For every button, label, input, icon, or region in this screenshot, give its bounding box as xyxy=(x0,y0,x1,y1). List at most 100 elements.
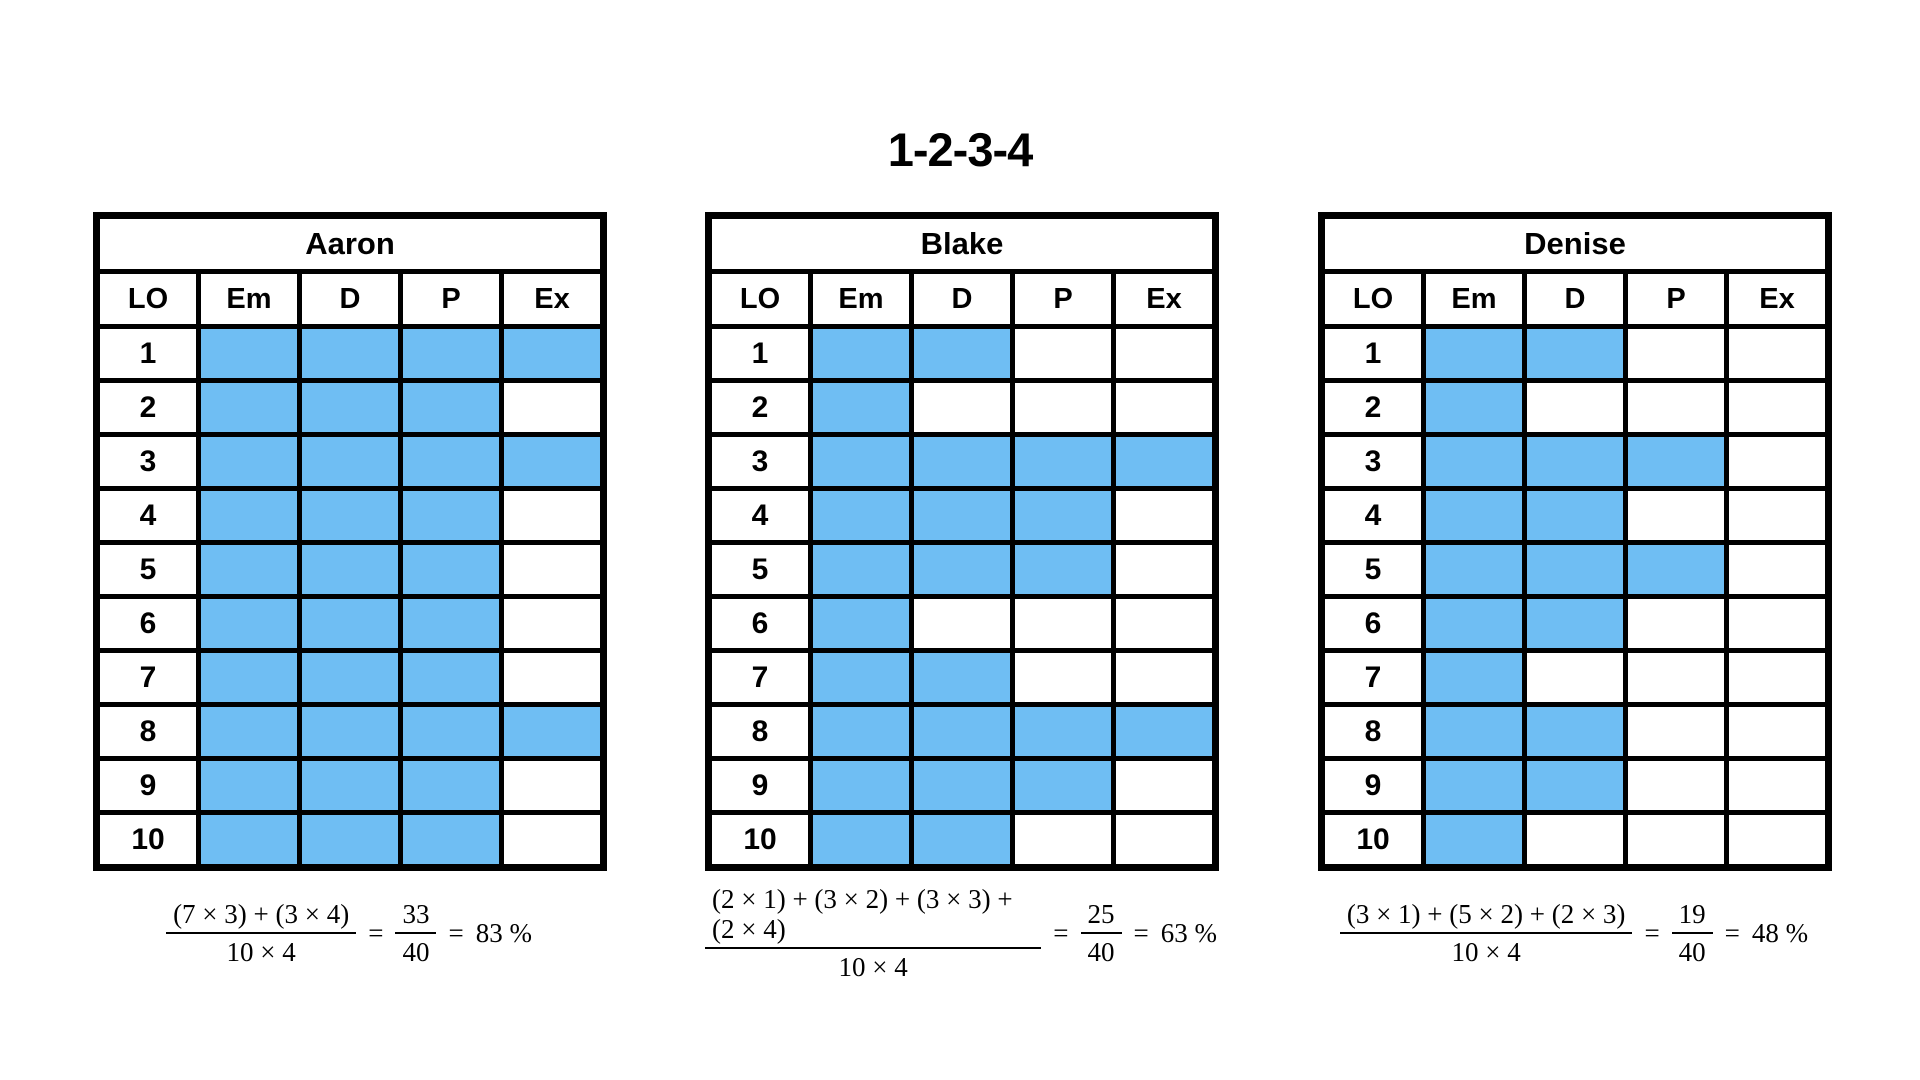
score-cell-d-filled xyxy=(302,383,398,432)
result-fraction: 19 40 xyxy=(1671,899,1713,967)
score-cell-d-filled xyxy=(302,329,398,378)
score-cell-ex-empty xyxy=(1116,815,1212,864)
column-header-em: Em xyxy=(201,274,297,324)
score-cell-ex-filled xyxy=(504,329,600,378)
column-header-ex: Ex xyxy=(1116,274,1212,324)
lo-number-cell: 10 xyxy=(100,815,196,864)
score-cell-ex-empty xyxy=(1116,599,1212,648)
score-cell-d-empty xyxy=(1527,815,1623,864)
column-header-d: D xyxy=(302,274,398,324)
score-cell-ex-empty xyxy=(1729,653,1825,702)
score-cell-p-filled xyxy=(403,545,499,594)
column-header-d: D xyxy=(1527,274,1623,324)
score-cell-em-filled xyxy=(813,329,909,378)
equals-sign: = xyxy=(1053,917,1069,948)
equals-sign: = xyxy=(1133,917,1149,948)
score-cell-em-filled xyxy=(201,437,297,486)
percent-result: 63 % xyxy=(1160,917,1217,948)
score-cell-ex-empty xyxy=(1729,329,1825,378)
score-cell-d-filled xyxy=(1527,707,1623,756)
score-cell-d-filled xyxy=(302,653,398,702)
score-cell-em-filled xyxy=(813,707,909,756)
lo-number-cell: 1 xyxy=(712,329,808,378)
score-cell-p-filled xyxy=(1015,491,1111,540)
score-cell-em-filled xyxy=(813,815,909,864)
fraction-denominator: 10 × 4 xyxy=(1451,937,1521,967)
score-cell-em-filled xyxy=(1426,545,1522,594)
score-cell-p-filled xyxy=(1015,761,1111,810)
score-cell-em-filled xyxy=(1426,491,1522,540)
score-cell-p-filled xyxy=(403,491,499,540)
score-cell-p-filled xyxy=(1015,437,1111,486)
score-cell-ex-empty xyxy=(1116,653,1212,702)
lo-number-cell: 2 xyxy=(712,383,808,432)
score-cell-p-empty xyxy=(1628,815,1724,864)
score-cell-p-filled xyxy=(403,653,499,702)
fraction-denominator: 10 × 4 xyxy=(226,937,296,967)
lo-number-cell: 8 xyxy=(1325,707,1421,756)
score-cell-p-filled xyxy=(403,761,499,810)
score-cell-d-filled xyxy=(914,491,1010,540)
score-cell-ex-empty xyxy=(504,653,600,702)
score-cell-p-filled xyxy=(403,383,499,432)
score-cell-ex-empty xyxy=(1116,761,1212,810)
score-cell-d-filled xyxy=(302,491,398,540)
score-cell-ex-empty xyxy=(1116,329,1212,378)
score-cell-p-filled xyxy=(403,815,499,864)
score-cell-ex-empty xyxy=(504,815,600,864)
formula-fraction: (2 × 1) + (3 × 2) + (3 × 3) + (2 × 4) 10… xyxy=(705,884,1042,983)
lo-number-cell: 7 xyxy=(712,653,808,702)
score-cell-p-empty xyxy=(1015,599,1111,648)
lo-number-cell: 7 xyxy=(1325,653,1421,702)
score-cell-ex-empty xyxy=(1729,491,1825,540)
score-cell-em-filled xyxy=(201,545,297,594)
score-cell-p-filled xyxy=(403,437,499,486)
score-cell-d-filled xyxy=(1527,761,1623,810)
score-cell-d-filled xyxy=(1527,437,1623,486)
score-cell-p-empty xyxy=(1015,329,1111,378)
score-cell-ex-empty xyxy=(1729,545,1825,594)
formula-fraction: (3 × 1) + (5 × 2) + (2 × 3) 10 × 4 xyxy=(1339,899,1633,967)
score-cell-em-filled xyxy=(1426,707,1522,756)
score-cell-em-filled xyxy=(813,653,909,702)
fraction-numerator: (2 × 1) + (3 × 2) + (3 × 3) + (2 × 4) xyxy=(705,884,1042,950)
score-cell-d-empty xyxy=(914,383,1010,432)
column-header-lo: LO xyxy=(712,274,808,324)
score-cell-d-filled xyxy=(1527,491,1623,540)
lo-number-cell: 6 xyxy=(1325,599,1421,648)
score-cell-em-filled xyxy=(1426,437,1522,486)
score-cell-p-empty xyxy=(1015,815,1111,864)
score-cell-em-filled xyxy=(1426,383,1522,432)
lo-number-cell: 7 xyxy=(100,653,196,702)
lo-number-cell: 1 xyxy=(1325,329,1421,378)
score-cell-d-filled xyxy=(1527,599,1623,648)
score-cell-p-empty xyxy=(1628,653,1724,702)
lo-number-cell: 8 xyxy=(100,707,196,756)
score-cell-d-filled xyxy=(914,707,1010,756)
lo-number-cell: 10 xyxy=(1325,815,1421,864)
score-formula-2: (2 × 1) + (3 × 2) + (3 × 3) + (2 × 4) 10… xyxy=(705,884,1217,982)
score-cell-d-empty xyxy=(914,599,1010,648)
student-name: Aaron xyxy=(100,219,600,269)
rubric-table-1: Aaron LO Em D P Ex 1 2 3 4 5 6 7 8 9 10 xyxy=(93,212,607,871)
score-cell-em-filled xyxy=(813,545,909,594)
score-cell-ex-empty xyxy=(1729,599,1825,648)
lo-number-cell: 1 xyxy=(100,329,196,378)
column-header-em: Em xyxy=(813,274,909,324)
score-formula-3: (3 × 1) + (5 × 2) + (2 × 3) 10 × 4 = 19 … xyxy=(1318,893,1830,973)
score-cell-ex-empty xyxy=(504,491,600,540)
score-cell-d-filled xyxy=(1527,329,1623,378)
score-cell-ex-empty xyxy=(504,545,600,594)
score-cell-ex-empty xyxy=(504,761,600,810)
lo-number-cell: 10 xyxy=(712,815,808,864)
score-cell-ex-empty xyxy=(504,383,600,432)
score-cell-em-filled xyxy=(813,599,909,648)
score-cell-p-empty xyxy=(1628,383,1724,432)
lo-number-cell: 5 xyxy=(712,545,808,594)
score-cell-d-filled xyxy=(914,437,1010,486)
score-cell-d-empty xyxy=(1527,653,1623,702)
score-cell-em-filled xyxy=(813,437,909,486)
score-cell-p-filled xyxy=(403,329,499,378)
score-cell-ex-empty xyxy=(1729,383,1825,432)
score-cell-em-filled xyxy=(813,761,909,810)
